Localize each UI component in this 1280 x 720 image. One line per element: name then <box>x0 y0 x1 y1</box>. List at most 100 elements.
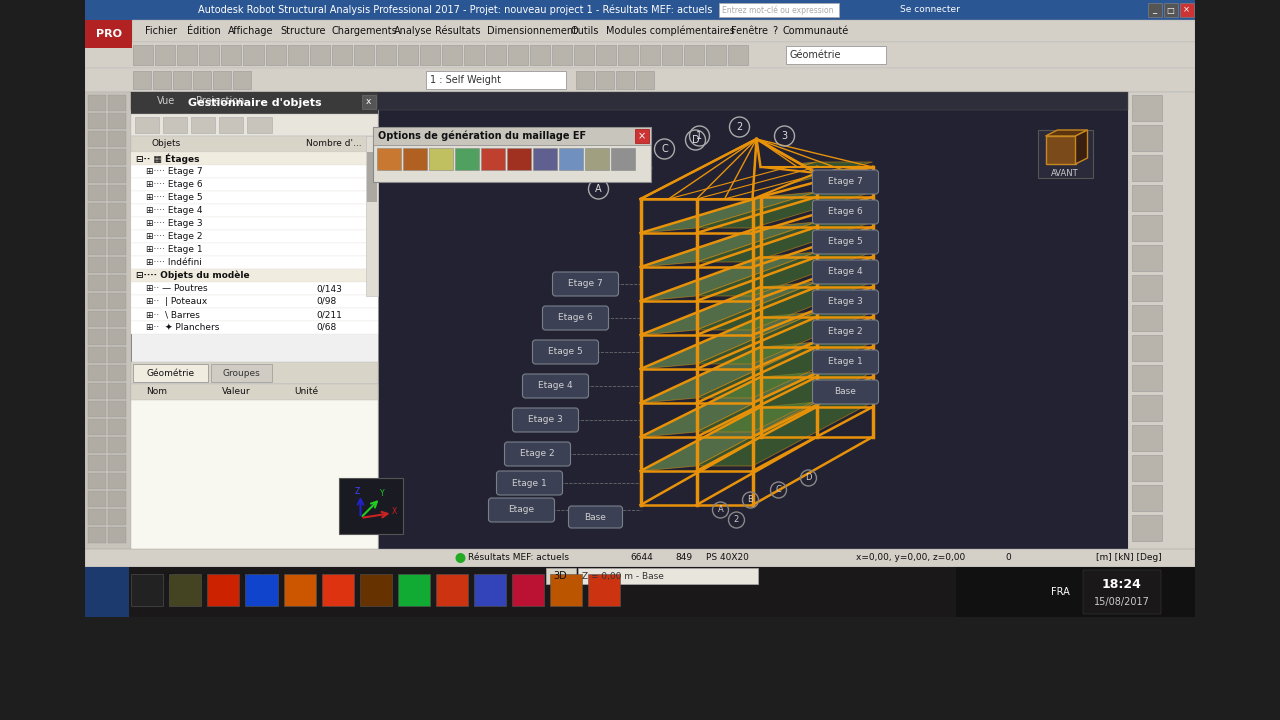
Bar <box>1132 245 1161 271</box>
Polygon shape <box>696 222 873 262</box>
Bar <box>164 117 187 133</box>
Text: ⊞···· Indéfini: ⊞···· Indéfini <box>146 258 202 267</box>
Bar <box>109 203 127 219</box>
Text: ⊞···· Etage 2: ⊞···· Etage 2 <box>146 232 204 241</box>
Polygon shape <box>1046 130 1088 136</box>
Bar <box>577 568 758 584</box>
Bar <box>321 574 353 606</box>
Bar <box>88 203 106 219</box>
Bar <box>1132 425 1161 451</box>
Bar <box>132 178 378 191</box>
Bar <box>132 295 378 308</box>
Bar <box>727 45 748 65</box>
Bar <box>1132 185 1161 211</box>
Bar <box>132 574 164 606</box>
Bar <box>1132 365 1161 391</box>
Circle shape <box>456 553 466 563</box>
Bar <box>86 0 1194 20</box>
Text: ⊞··  ✦ Planchers: ⊞·· ✦ Planchers <box>146 323 220 332</box>
Text: _: _ <box>1152 6 1157 14</box>
Text: Valeur: Valeur <box>223 387 251 397</box>
Bar <box>474 574 506 606</box>
Bar <box>88 347 106 363</box>
Text: B: B <box>748 495 754 505</box>
Text: ⊟·· ▦ Étages: ⊟·· ▦ Étages <box>137 153 200 163</box>
Bar <box>1132 305 1161 331</box>
Polygon shape <box>640 162 817 199</box>
Bar <box>132 92 378 114</box>
Text: 0/211: 0/211 <box>316 310 342 319</box>
Bar <box>545 568 576 584</box>
Bar <box>1132 95 1161 121</box>
Text: Etage 3: Etage 3 <box>828 297 863 307</box>
Bar <box>595 45 616 65</box>
Bar <box>86 92 132 562</box>
Text: 18:24: 18:24 <box>1102 578 1142 592</box>
Bar <box>109 239 127 255</box>
Bar <box>425 71 566 89</box>
Text: Etage 5: Etage 5 <box>828 238 863 246</box>
Bar <box>109 221 127 237</box>
Text: Etage 5: Etage 5 <box>548 348 582 356</box>
Text: Unité: Unité <box>294 387 319 397</box>
Bar <box>109 131 127 147</box>
Bar <box>338 478 402 534</box>
Bar <box>1046 136 1075 164</box>
Bar <box>169 574 201 606</box>
Bar <box>635 71 654 89</box>
Text: Se connecter: Se connecter <box>901 6 960 14</box>
Bar <box>640 45 659 65</box>
Text: Etage 6: Etage 6 <box>558 313 593 323</box>
Bar <box>200 45 219 65</box>
Bar <box>219 117 243 133</box>
Bar <box>88 131 106 147</box>
Bar <box>174 71 192 89</box>
Polygon shape <box>696 372 873 432</box>
Polygon shape <box>696 192 873 228</box>
Bar <box>109 491 127 507</box>
Bar <box>507 148 530 170</box>
Polygon shape <box>640 372 817 437</box>
Text: [m] [kN] [Deg]: [m] [kN] [Deg] <box>1096 554 1161 562</box>
Bar <box>132 282 378 295</box>
Bar <box>530 45 549 65</box>
Polygon shape <box>640 312 817 369</box>
Text: □: □ <box>1166 6 1175 14</box>
Bar <box>88 365 106 381</box>
Text: D: D <box>691 135 699 145</box>
Bar <box>310 45 329 65</box>
Bar <box>109 167 127 183</box>
Text: X: X <box>392 506 397 516</box>
Text: Résultats: Résultats <box>435 26 481 36</box>
Text: Etage 2: Etage 2 <box>520 449 554 459</box>
Bar <box>1164 3 1178 17</box>
Bar <box>1038 130 1093 178</box>
Text: Options de génération du maillage EF: Options de génération du maillage EF <box>379 131 586 141</box>
Bar <box>573 45 594 65</box>
Text: ⊞···· Etage 3: ⊞···· Etage 3 <box>146 219 204 228</box>
Bar <box>211 364 271 382</box>
Bar <box>109 185 127 201</box>
FancyBboxPatch shape <box>813 320 878 344</box>
Text: Projection: Projection <box>197 96 244 106</box>
Bar <box>1132 395 1161 421</box>
Text: 3D: 3D <box>554 571 567 581</box>
Bar <box>132 114 378 136</box>
Bar <box>109 365 127 381</box>
Text: D: D <box>805 474 812 482</box>
Bar <box>480 148 504 170</box>
Bar <box>109 455 127 471</box>
Bar <box>132 269 378 282</box>
Bar <box>1179 3 1193 17</box>
Text: Etage: Etage <box>508 505 535 515</box>
Text: ×: × <box>1183 6 1190 14</box>
Bar <box>353 45 374 65</box>
Text: B: B <box>639 163 645 173</box>
Text: ⊞···· Etage 6: ⊞···· Etage 6 <box>146 180 204 189</box>
Text: ?: ? <box>773 26 778 36</box>
FancyBboxPatch shape <box>568 506 622 528</box>
Text: Autodesk Robot Structural Analysis Professional 2017 - Projet: nouveau project 1: Autodesk Robot Structural Analysis Profe… <box>198 5 713 15</box>
Text: AVANT: AVANT <box>1051 168 1078 178</box>
Polygon shape <box>696 402 873 466</box>
Bar <box>246 574 278 606</box>
